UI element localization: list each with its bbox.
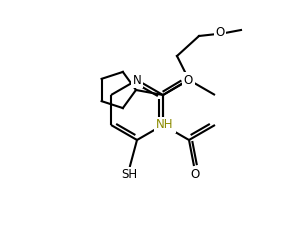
Text: N: N [133,74,142,86]
Text: O: O [215,26,225,40]
Text: SH: SH [121,169,137,181]
Text: N: N [185,74,193,86]
Text: O: O [190,169,200,181]
Text: NH: NH [156,118,174,132]
Text: N: N [158,118,166,132]
Text: O: O [183,74,193,86]
